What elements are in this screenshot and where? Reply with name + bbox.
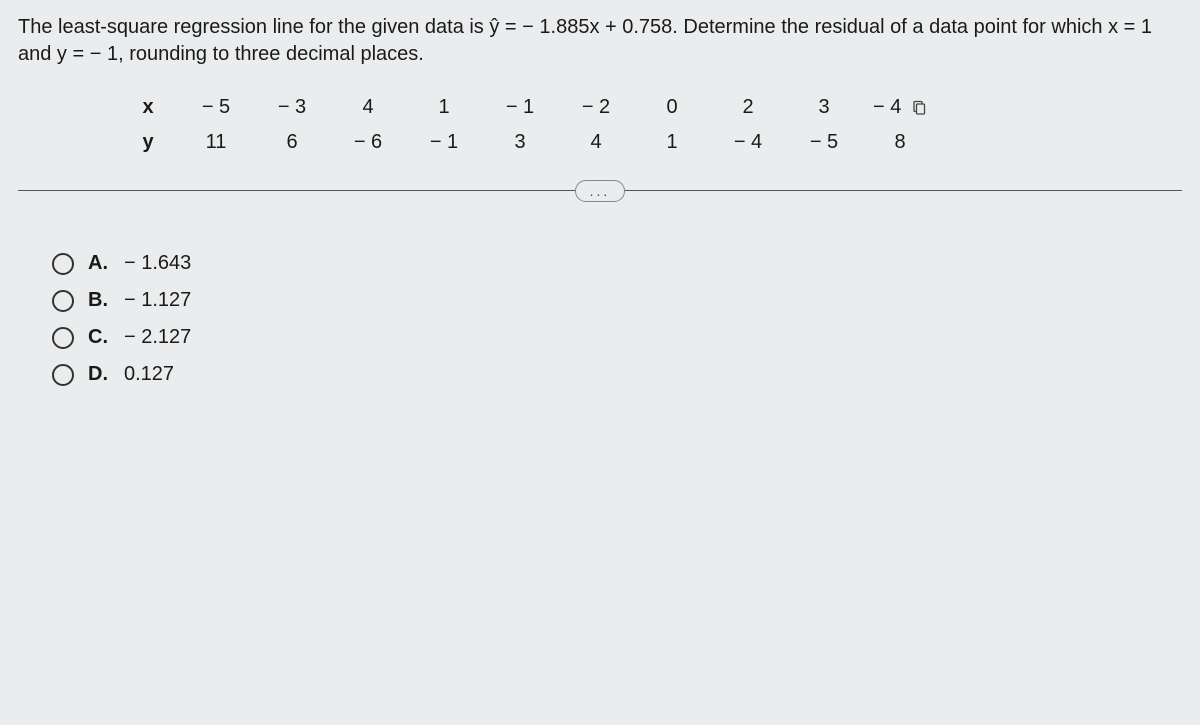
choice-c[interactable]: C. − 2.127 <box>52 326 1182 349</box>
table-cell: 8 <box>862 125 938 160</box>
row-header-y: y <box>118 125 178 160</box>
table-cell-value: − 4 <box>873 96 901 118</box>
table-row: x − 5 − 3 4 1 − 1 − 2 0 2 3 − 4 <box>118 90 938 125</box>
choice-label: D. <box>88 363 110 386</box>
question-text: The least-square regression line for the… <box>18 14 1182 68</box>
choice-a[interactable]: A. − 1.643 <box>52 252 1182 275</box>
choice-value: 0.127 <box>124 363 174 386</box>
choice-value: − 2.127 <box>124 326 191 349</box>
choice-d[interactable]: D. 0.127 <box>52 363 1182 386</box>
table-cell: − 4 <box>710 125 786 160</box>
table-cell: − 6 <box>330 125 406 160</box>
table-cell: 11 <box>178 125 254 160</box>
radio-icon[interactable] <box>52 290 74 312</box>
table-cell: 1 <box>634 125 710 160</box>
row-header-x: x <box>118 90 178 125</box>
table-cell: − 1 <box>406 125 482 160</box>
table-cell: 0 <box>634 90 710 125</box>
radio-icon[interactable] <box>52 364 74 386</box>
table-cell: 1 <box>406 90 482 125</box>
table-cell: − 5 <box>178 90 254 125</box>
table-cell: 4 <box>558 125 634 160</box>
table-cell: − 1 <box>482 90 558 125</box>
expand-region: ... <box>18 179 1182 202</box>
choice-value: − 1.127 <box>124 289 191 312</box>
table-cell: 3 <box>786 90 862 125</box>
choice-value: − 1.643 <box>124 252 191 275</box>
table-cell: − 4 <box>862 90 938 125</box>
data-table: x − 5 − 3 4 1 − 1 − 2 0 2 3 − 4 y 11 <box>118 90 938 160</box>
table-cell: − 3 <box>254 90 330 125</box>
table-cell: − 2 <box>558 90 634 125</box>
choice-label: A. <box>88 252 110 275</box>
choice-b[interactable]: B. − 1.127 <box>52 289 1182 312</box>
choice-label: B. <box>88 289 110 312</box>
table-cell: 6 <box>254 125 330 160</box>
table-cell: 4 <box>330 90 406 125</box>
expand-button[interactable]: ... <box>575 180 626 202</box>
table-row: y 11 6 − 6 − 1 3 4 1 − 4 − 5 8 <box>118 125 938 160</box>
table-cell: 3 <box>482 125 558 160</box>
radio-icon[interactable] <box>52 253 74 275</box>
copy-icon[interactable] <box>911 100 927 116</box>
data-table-region: x − 5 − 3 4 1 − 1 − 2 0 2 3 − 4 y 11 <box>18 90 1182 160</box>
table-cell: 2 <box>710 90 786 125</box>
radio-icon[interactable] <box>52 327 74 349</box>
table-cell: − 5 <box>786 125 862 160</box>
choice-label: C. <box>88 326 110 349</box>
answer-choices: A. − 1.643 B. − 1.127 C. − 2.127 D. 0.12… <box>18 252 1182 386</box>
